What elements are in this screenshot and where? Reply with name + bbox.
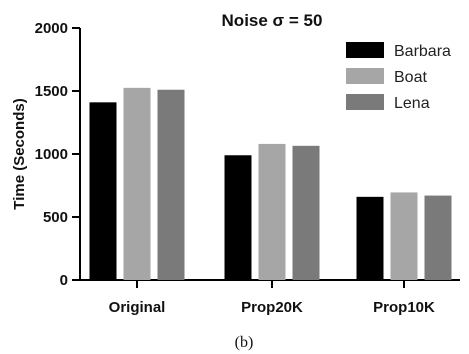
bar-barbara-prop20k xyxy=(224,155,252,280)
x-tick-label: Prop10K xyxy=(373,299,435,316)
legend-swatch-barbara xyxy=(346,42,384,58)
bar-barbara-original xyxy=(89,102,117,280)
legend-label-boat: Boat xyxy=(394,69,427,86)
legend-swatch-lena xyxy=(346,94,384,110)
bar-lena-original xyxy=(157,89,185,281)
x-tick-label: Prop20K xyxy=(241,299,303,316)
y-axis: 0 500 1000 1500 2000 xyxy=(35,20,81,289)
legend: Barbara Boat Lena xyxy=(346,42,451,112)
legend-label-barbara: Barbara xyxy=(394,43,451,60)
x-axis: Original Prop20K Prop10K xyxy=(80,279,460,316)
chart-title: Noise σ = 50 xyxy=(222,11,323,30)
y-tick-label: 0 xyxy=(60,272,68,289)
legend-swatch-boat xyxy=(346,68,384,84)
legend-label-lena: Lena xyxy=(394,95,430,112)
bars xyxy=(89,87,452,281)
y-tick-label: 1500 xyxy=(35,83,68,100)
bar-boat-prop10k xyxy=(390,192,418,280)
x-tick-label: Original xyxy=(109,299,166,316)
bar-boat-original xyxy=(123,87,151,280)
y-tick-label: 500 xyxy=(43,209,68,226)
y-tick-label: 1000 xyxy=(35,146,68,163)
bar-lena-prop20k xyxy=(292,145,320,280)
bar-barbara-prop10k xyxy=(356,196,384,280)
bar-boat-prop20k xyxy=(258,143,286,280)
bar-lena-prop10k xyxy=(424,195,452,280)
y-axis-label: Time (Seconds) xyxy=(11,98,28,209)
figure-caption: (b) xyxy=(235,334,254,351)
y-tick-label: 2000 xyxy=(35,20,68,37)
